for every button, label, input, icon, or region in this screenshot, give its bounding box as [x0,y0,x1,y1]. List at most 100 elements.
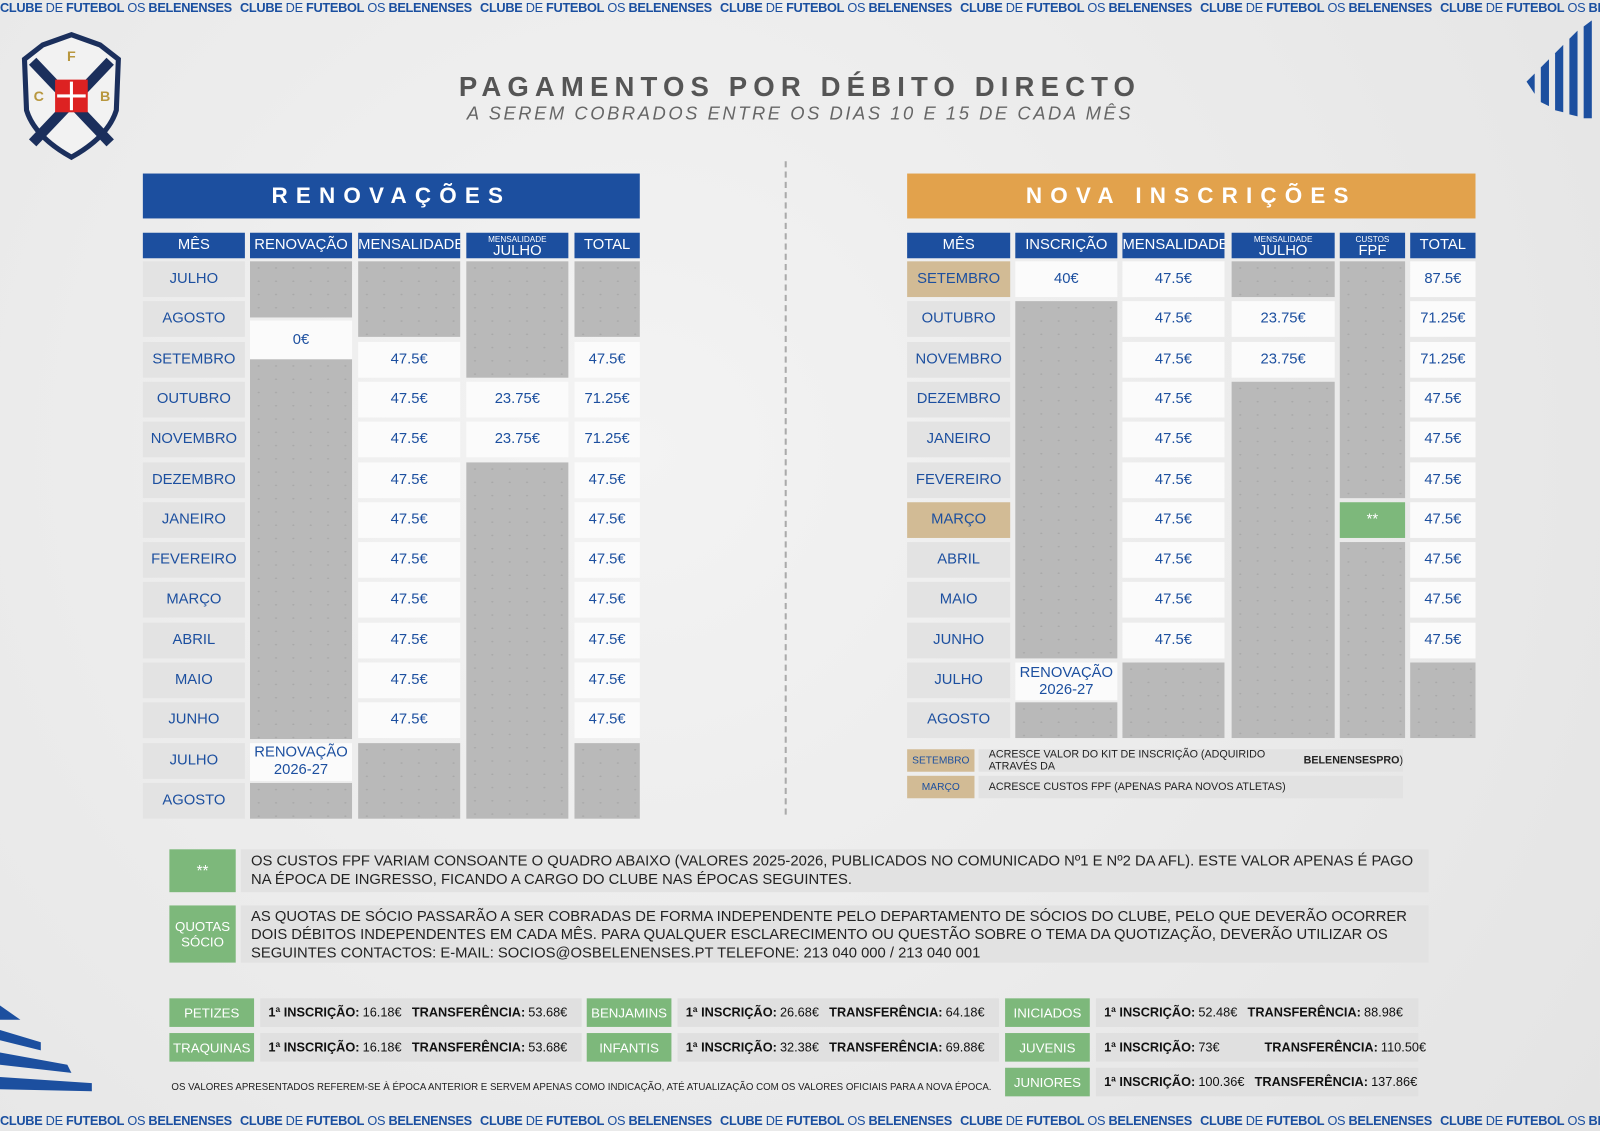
value-cell: 47.5€ [574,461,640,498]
svg-text:F: F [67,49,76,65]
stripes-decoration-bottom [0,1005,92,1092]
column-header: INSCRIÇÃO [1015,232,1118,259]
column-header: MENSALIDADE [358,232,461,259]
value-cell: 47.5€ [1410,502,1476,538]
insc-label: 1ª INSCRIÇÃO: [268,1005,360,1020]
month-cell: JULHO [907,662,1011,699]
empty-cell [249,782,353,819]
insc-label: 1ª INSCRIÇÃO: [1104,1005,1196,1020]
transf-value: 64.18€ [945,1005,985,1020]
value-cell: 47.5€ [1122,542,1225,578]
strip-unit: CLUBE DE FUTEBOL OS BELENENSES [1200,1,1432,16]
value-cell: 47.5€ [574,582,640,618]
transf-value: 110.50€ [1380,1040,1427,1055]
value-cell: 23.75€ [1231,301,1335,338]
legend-text-part: ACRESCE VALOR DO KIT DE INSCRIÇÃO (ADQUI… [988,748,1266,773]
column-header: MENSALIDADE [1122,232,1225,259]
month-cell: NOVEMBRO [142,421,245,458]
month-cell: ABRIL [907,542,1011,578]
month-cell: FEVEREIRO [907,461,1011,498]
month-cell: FEVEREIRO [142,542,245,578]
fee-values: 1ª INSCRIÇÃO: 16.18€ TRANSFERÊNCIA: 53.68€ [260,1033,582,1062]
month-cell: OUTUBRO [142,381,245,418]
empty-cell [1231,261,1335,298]
month-cell: ABRIL [142,622,245,659]
top-strip: CLUBE DE FUTEBOL OS BELENENSES CLUBE DE F… [0,1,1600,17]
value-cell: 47.5€ [358,381,461,418]
insc-label: 1ª INSCRIÇÃO: [685,1005,777,1020]
fee-values: 1ª INSCRIÇÃO: 32.38€ TRANSFERÊNCIA: 69.88€ [677,1033,999,1062]
month-cell: JUNHO [907,622,1011,659]
month-cell: AGOSTO [142,301,245,338]
value-cell: 47.5€ [1122,502,1225,538]
empty-cell [249,261,353,318]
value-cell: 87.5€ [1410,261,1476,298]
page-title: PAGAMENTOS POR DÉBITO DIRECTO [458,71,1142,103]
strip-unit: CLUBE DE FUTEBOL OS BELENENSES [1200,1113,1432,1128]
note-label: QUOTAS SÓCIO [169,905,236,963]
fee-values: 1ª INSCRIÇÃO: 100.36€ TRANSFERÊNCIA: 137.86… [1095,1067,1419,1097]
transf-label: TRANSFERÊNCIA: [1264,1040,1378,1055]
transf-label: TRANSFERÊNCIA: [829,1005,943,1020]
fee-category-label: INFANTIS [586,1033,672,1062]
empty-cell [1122,662,1225,739]
insc-label: 1ª INSCRIÇÃO: [1104,1040,1196,1055]
note-text: OS CUSTOS FPF VARIAM CONSOANTE O QUADRO … [240,849,1429,893]
insc-label: 1ª INSCRIÇÃO: [685,1040,777,1055]
month-cell: DEZEMBRO [142,461,245,498]
fee-values: 1ª INSCRIÇÃO: 52.48€ TRANSFERÊNCIA: 88.98€ [1095,998,1419,1027]
fee-category-label: JUVENIS [1005,1033,1090,1062]
note-text: AS QUOTAS DE SÓCIO PASSARÃO A SER COBRAD… [240,905,1429,963]
value-cell: 47.5€ [1410,461,1476,498]
value-cell: 47.5€ [358,582,461,618]
month-cell: JUNHO [142,702,245,739]
month-cell: SETEMBRO [907,261,1011,298]
value-cell: 47.5€ [574,341,640,378]
insc-value: 16.18€ [362,1005,402,1020]
insc-value: 26.68€ [779,1005,819,1020]
value-cell: RENOVAÇÃO 2026-27 [1015,662,1118,701]
header-small: MENSALIDADE [1253,234,1313,244]
fee-values: 1ª INSCRIÇÃO: 16.18€ TRANSFERÊNCIA: 53.68€ [260,998,582,1027]
fee-category-label: INICIADOS [1005,998,1090,1027]
fee-values: 1ª INSCRIÇÃO: 26.68€ TRANSFERÊNCIA: 64.18€ [677,998,999,1027]
value-cell: 47.5€ [574,662,640,699]
insc-label: 1ª INSCRIÇÃO: [1104,1074,1196,1090]
value-cell: 40€ [1015,261,1118,298]
value-cell: 47.5€ [1122,622,1225,659]
value-cell: 71.25€ [1410,341,1476,378]
nova-inscricoes-banner: NOVA INSCRIÇÕES [907,173,1476,219]
value-cell: 47.5€ [358,702,461,739]
value-cell: ** [1339,502,1406,538]
value-cell: 47.5€ [1410,421,1476,458]
column-header: RENOVAÇÃO [249,232,353,259]
insc-value: 100.36€ [1198,1074,1245,1090]
column-header: CUSTOS FPF [1339,232,1406,259]
transf-value: 137.86€ [1371,1074,1418,1090]
value-cell: 47.5€ [574,622,640,659]
empty-cell [358,742,461,819]
month-cell: DEZEMBRO [907,381,1011,418]
fee-values: 1ª INSCRIÇÃO: 73€ TRANSFERÊNCIA: 110.50€ [1095,1033,1426,1062]
header-small: CUSTOS [1355,234,1390,244]
value-cell: 47.5€ [1410,622,1476,659]
header-big: FPF [1358,242,1387,259]
transf-label: TRANSFERÊNCIA: [411,1005,526,1020]
value-cell: 47.5€ [358,622,461,659]
strip-unit: CLUBE DE FUTEBOL OS BELENENSES [0,1,232,16]
value-cell: 47.5€ [1122,381,1225,418]
month-cell: JULHO [142,261,245,298]
transf-label: TRANSFERÊNCIA: [1247,1005,1361,1020]
value-cell: 47.5€ [1410,542,1476,578]
club-crest-logo: F C B [21,31,121,161]
transf-label: TRANSFERÊNCIA: [411,1040,526,1055]
divider-dashed [784,161,787,815]
value-cell: 23.75€ [466,381,569,418]
empty-cell [1015,301,1118,659]
value-cell: 23.75€ [1231,341,1335,378]
column-header: MÊS [907,232,1011,259]
empty-cell [574,742,640,819]
fee-category-label: JUNIORES [1005,1067,1090,1097]
strip-unit: CLUBE DE FUTEBOL OS BELENENSES [480,1,712,16]
